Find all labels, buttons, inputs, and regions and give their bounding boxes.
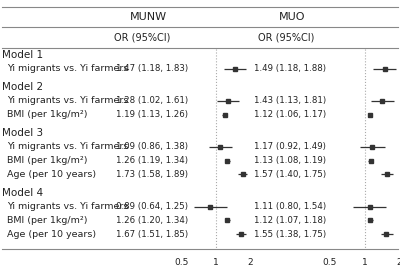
Text: Yi migrants vs. Yi farmers: Yi migrants vs. Yi farmers	[7, 142, 128, 152]
Text: 1.17 (0.92, 1.49): 1.17 (0.92, 1.49)	[254, 142, 326, 152]
Text: 2: 2	[396, 258, 400, 267]
Text: Yi migrants vs. Yi farmers: Yi migrants vs. Yi farmers	[7, 96, 128, 105]
Text: 1.26 (1.20, 1.34): 1.26 (1.20, 1.34)	[116, 216, 188, 225]
Text: OR (95%CI): OR (95%CI)	[114, 33, 170, 43]
Text: 1.12 (1.07, 1.18): 1.12 (1.07, 1.18)	[254, 216, 326, 225]
Text: 2: 2	[247, 258, 253, 267]
Text: Model 4: Model 4	[2, 188, 43, 198]
Text: Model 1: Model 1	[2, 50, 43, 60]
Text: 1.09 (0.86, 1.38): 1.09 (0.86, 1.38)	[116, 142, 188, 152]
Text: Age (per 10 years): Age (per 10 years)	[7, 170, 96, 179]
Text: Model 2: Model 2	[2, 82, 43, 92]
Text: 1.57 (1.40, 1.75): 1.57 (1.40, 1.75)	[254, 170, 326, 179]
Text: BMI (per 1kg/m²): BMI (per 1kg/m²)	[7, 110, 88, 119]
Text: 1.28 (1.02, 1.61): 1.28 (1.02, 1.61)	[116, 96, 188, 105]
Text: 1.73 (1.58, 1.89): 1.73 (1.58, 1.89)	[116, 170, 188, 179]
Text: 0.5: 0.5	[323, 258, 337, 267]
Text: 1.19 (1.13, 1.26): 1.19 (1.13, 1.26)	[116, 110, 188, 119]
Text: BMI (per 1kg/m²): BMI (per 1kg/m²)	[7, 216, 88, 225]
Text: OR (95%CI): OR (95%CI)	[258, 33, 314, 43]
Text: Model 3: Model 3	[2, 128, 43, 138]
Text: 1.12 (1.06, 1.17): 1.12 (1.06, 1.17)	[254, 110, 326, 119]
Text: 1.26 (1.19, 1.34): 1.26 (1.19, 1.34)	[116, 156, 188, 165]
Text: Yi migrants vs. Yi farmers: Yi migrants vs. Yi farmers	[7, 64, 128, 73]
Text: Yi migrants vs. Yi farmers: Yi migrants vs. Yi farmers	[7, 202, 128, 211]
Text: 0.5: 0.5	[175, 258, 189, 267]
Text: 1.55 (1.38, 1.75): 1.55 (1.38, 1.75)	[254, 230, 326, 239]
Text: Age (per 10 years): Age (per 10 years)	[7, 230, 96, 239]
Text: 1.49 (1.18, 1.88): 1.49 (1.18, 1.88)	[254, 64, 326, 73]
Text: 1.47 (1.18, 1.83): 1.47 (1.18, 1.83)	[116, 64, 188, 73]
Text: 0.89 (0.64, 1.25): 0.89 (0.64, 1.25)	[116, 202, 188, 211]
Text: 1.13 (1.08, 1.19): 1.13 (1.08, 1.19)	[254, 156, 326, 165]
Text: 1.43 (1.13, 1.81): 1.43 (1.13, 1.81)	[254, 96, 326, 105]
Text: MUO: MUO	[279, 12, 305, 22]
Text: MUNW: MUNW	[130, 12, 166, 22]
Text: 1: 1	[213, 258, 219, 267]
Text: BMI (per 1kg/m²): BMI (per 1kg/m²)	[7, 156, 88, 165]
Text: 1.67 (1.51, 1.85): 1.67 (1.51, 1.85)	[116, 230, 188, 239]
Text: 1.11 (0.80, 1.54): 1.11 (0.80, 1.54)	[254, 202, 326, 211]
Text: 1: 1	[362, 258, 368, 267]
